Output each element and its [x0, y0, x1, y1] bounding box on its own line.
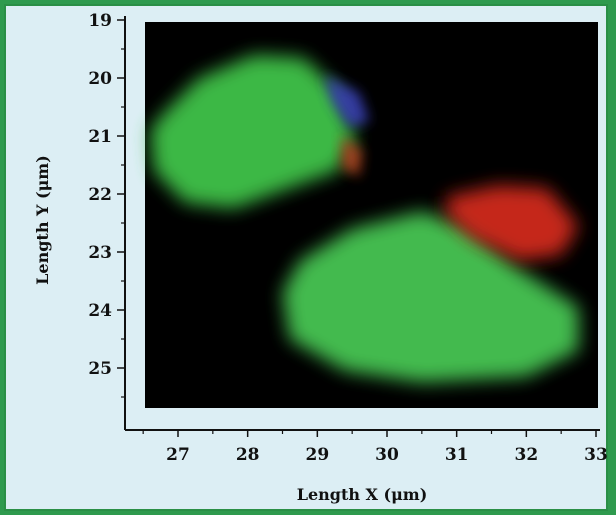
x-tick-label: 31 [445, 445, 469, 465]
tick-marks [117, 19, 597, 437]
region-4 [341, 136, 363, 177]
region-1 [282, 211, 579, 383]
x-tick-label: 30 [375, 445, 399, 465]
x-tick-label: 32 [514, 445, 538, 465]
x-tick-label: 27 [166, 445, 190, 465]
region-0 [150, 54, 356, 209]
region-2 [446, 185, 579, 261]
x-tick-label: 29 [305, 445, 329, 465]
y-tick-label: 20 [88, 69, 112, 89]
y-tick-label: 24 [88, 301, 112, 321]
region-3 [324, 75, 370, 128]
x-tick-label: 33 [584, 445, 608, 465]
y-tick-label: 23 [88, 243, 112, 263]
x-tick-label: 28 [236, 445, 260, 465]
y-tick-label: 25 [88, 359, 112, 379]
x-axis-title: Length X (μm) [297, 485, 428, 504]
y-tick-label: 19 [88, 11, 112, 31]
y-axis-title: Length Y (μm) [33, 155, 52, 285]
fluorescence-regions [150, 54, 579, 383]
y-tick-label: 22 [88, 185, 112, 205]
tick-labels: 27 28 29 30 31 32 33 19 20 21 22 23 24 25 [88, 11, 608, 465]
y-tick-label: 21 [88, 127, 112, 147]
